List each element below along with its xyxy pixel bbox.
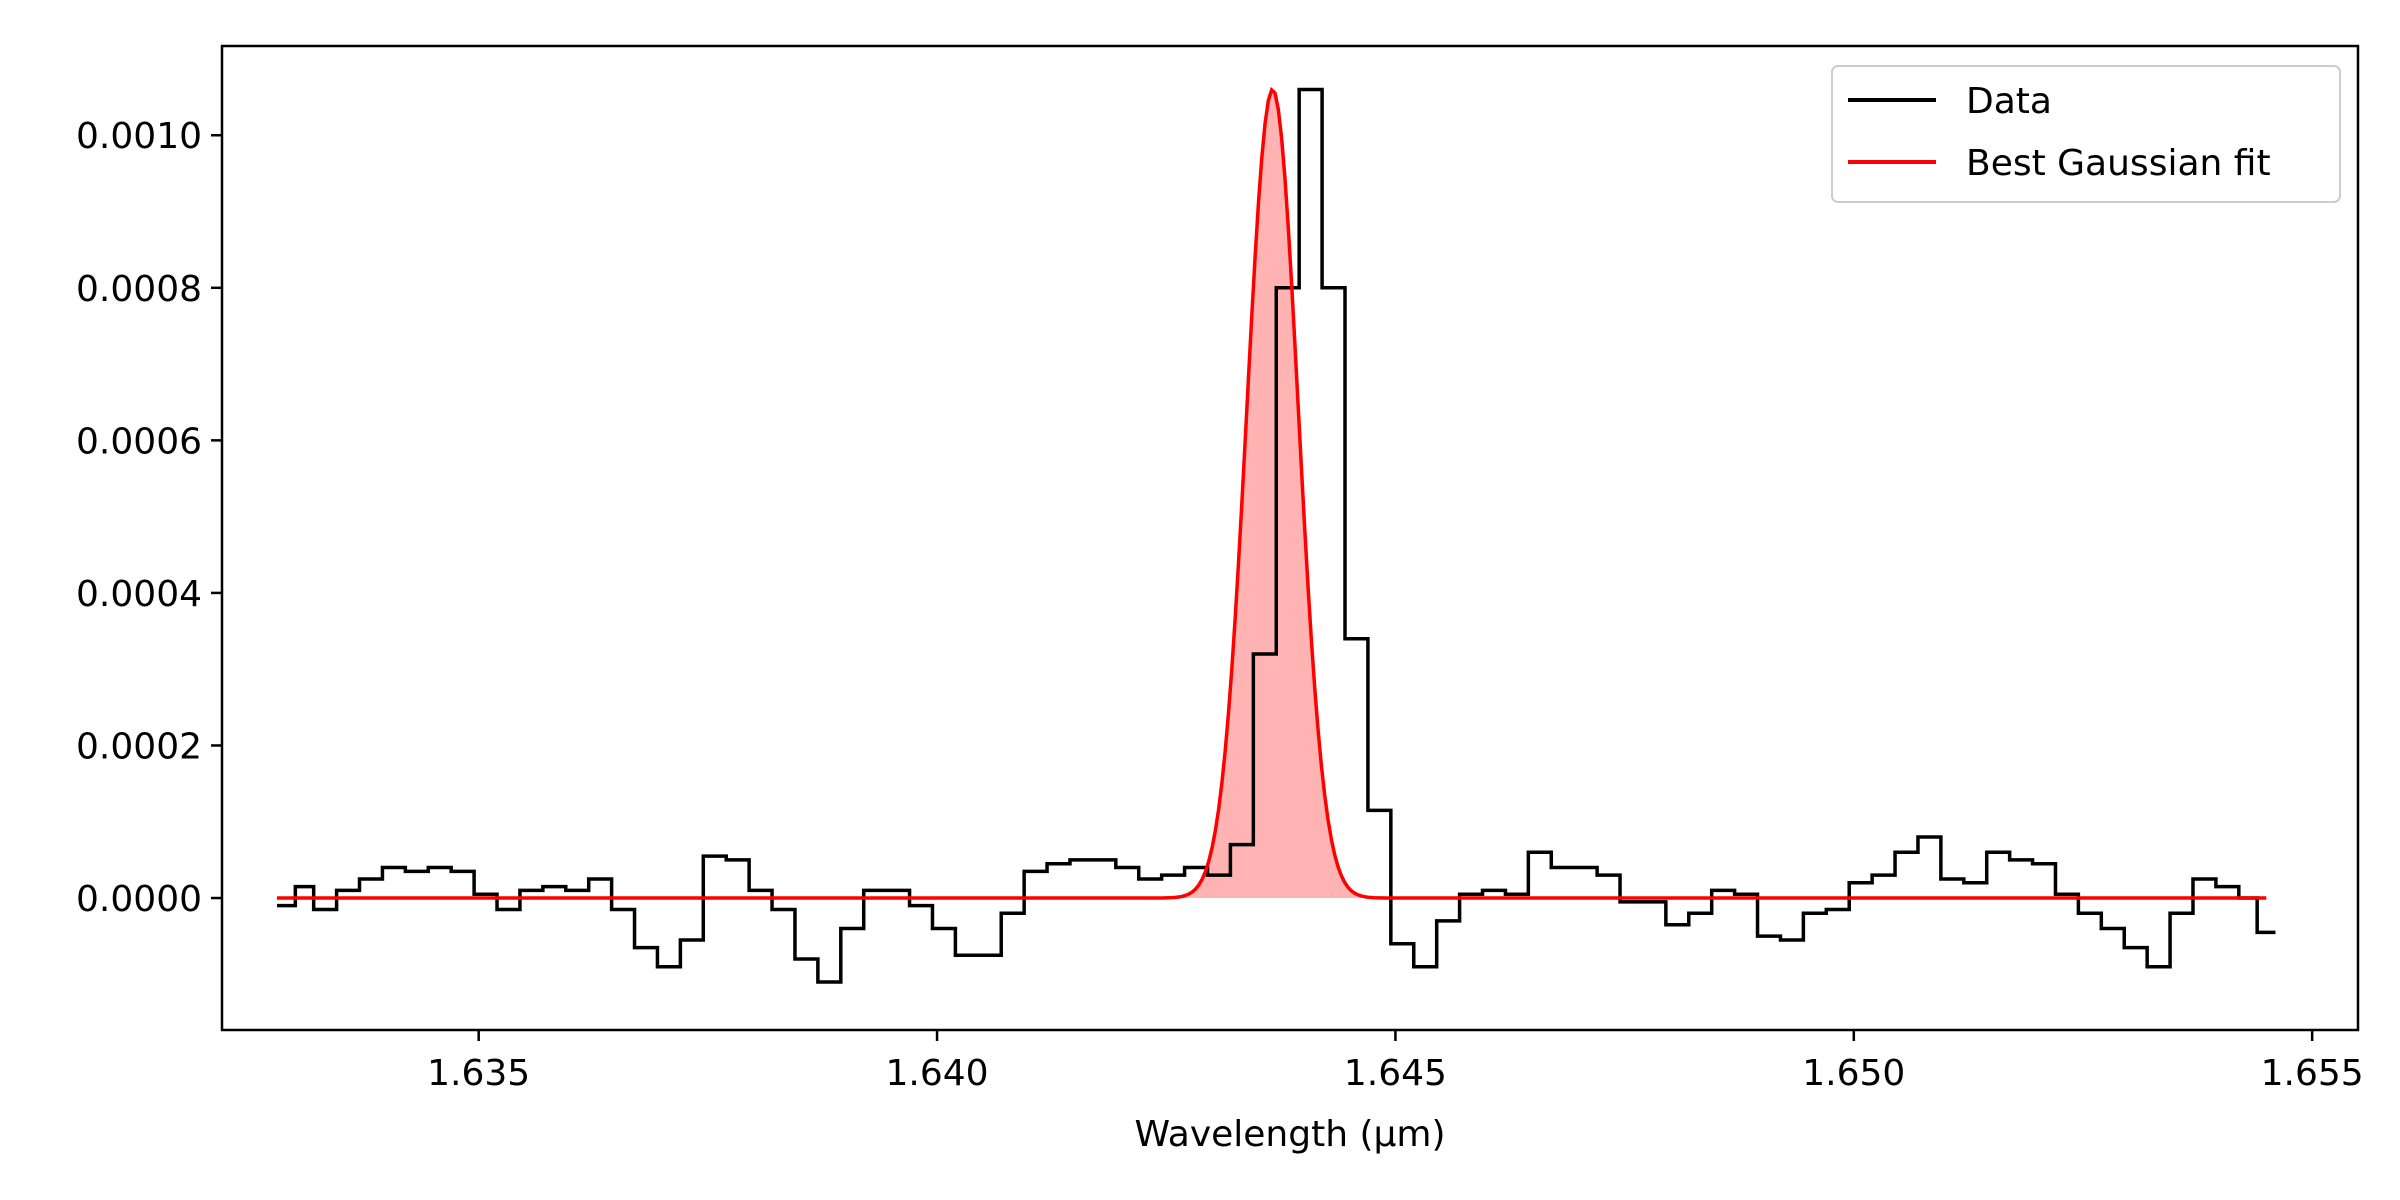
y-tick-label: 0.0000 bbox=[76, 879, 202, 920]
y-tick-label: 0.0006 bbox=[76, 421, 202, 462]
y-tick-label: 0.0010 bbox=[76, 116, 202, 157]
series-data-step-line bbox=[277, 87, 2276, 984]
legend: Data Best Gaussian fit bbox=[1831, 65, 2341, 203]
y-tick-label: 0.0008 bbox=[76, 269, 202, 310]
legend-box bbox=[1831, 65, 2341, 203]
x-tick-label: 1.645 bbox=[1344, 1053, 1447, 1094]
x-tick-label: 1.655 bbox=[2261, 1053, 2364, 1094]
x-axis: 1.635 1.640 1.645 1.650 1.655 bbox=[427, 1030, 2364, 1094]
x-tick-label: 1.650 bbox=[1802, 1053, 1905, 1094]
gaussian-fill-area bbox=[277, 89, 2267, 899]
x-axis-title: Wavelength (µm) bbox=[1134, 1114, 1445, 1155]
legend-label-gaussian-fit: Best Gaussian fit bbox=[1966, 143, 2271, 184]
legend-label-data: Data bbox=[1966, 81, 2052, 122]
x-tick-label: 1.640 bbox=[886, 1053, 989, 1094]
x-tick-label: 1.635 bbox=[427, 1053, 530, 1094]
series-layer bbox=[277, 86, 2276, 984]
y-tick-label: 0.0002 bbox=[76, 726, 202, 767]
y-axis: 0.0000 0.0002 0.0004 0.0006 0.0008 0.0010 bbox=[76, 116, 222, 920]
plot-frame bbox=[220, 44, 2360, 1032]
gaussian-fill-layer bbox=[277, 89, 2267, 899]
y-tick-label: 0.0004 bbox=[76, 574, 202, 615]
series-gaussian-fit-line bbox=[277, 86, 2267, 900]
